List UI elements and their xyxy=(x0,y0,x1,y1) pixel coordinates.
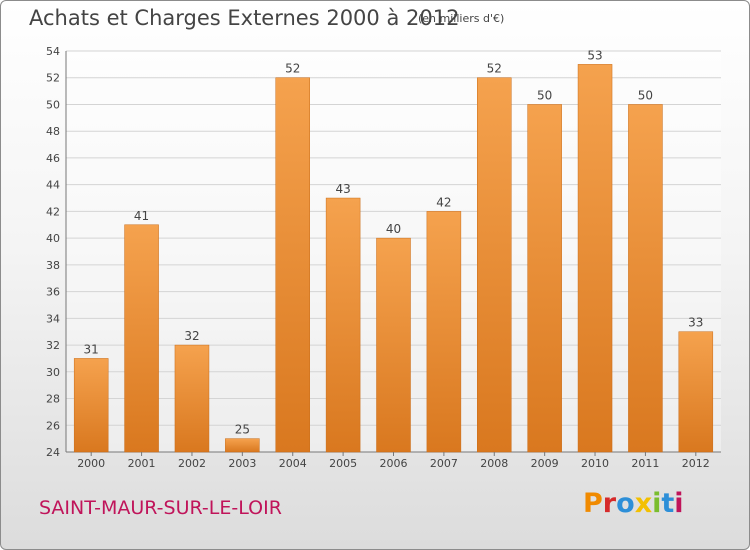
y-tick-label: 28 xyxy=(46,393,60,406)
x-tick-label: 2006 xyxy=(380,457,408,470)
bar-value-label: 40 xyxy=(386,222,401,236)
y-tick-label: 52 xyxy=(46,72,60,85)
bar-value-label: 52 xyxy=(285,62,300,76)
bar xyxy=(376,237,411,453)
bar-value-label: 25 xyxy=(235,423,250,437)
bar-value-label: 42 xyxy=(436,195,451,209)
brand-letter: i xyxy=(674,488,684,519)
brand-letter: r xyxy=(602,488,617,519)
bar-value-label: 32 xyxy=(184,329,199,343)
x-tick-label: 2010 xyxy=(581,457,609,470)
x-tick-label: 2005 xyxy=(329,457,357,470)
bar xyxy=(477,77,512,453)
brand-letter: o xyxy=(616,488,635,519)
brand-letter: i xyxy=(652,488,662,519)
x-tick-label: 2008 xyxy=(480,457,508,470)
y-tick-label: 54 xyxy=(46,45,60,58)
bar xyxy=(275,77,310,453)
bar-value-label: 31 xyxy=(84,342,99,356)
commune-name: SAINT-MAUR-SUR-LE-LOIR xyxy=(39,497,282,519)
y-tick-label: 36 xyxy=(46,286,60,299)
proxiti-logo[interactable]: Proxiti xyxy=(583,488,684,519)
x-tick-label: 2004 xyxy=(279,457,307,470)
bar-value-label: 43 xyxy=(335,182,350,196)
y-tick-label: 34 xyxy=(46,312,60,325)
bar xyxy=(527,104,562,453)
brand-letter: P xyxy=(583,488,603,519)
bar xyxy=(225,438,260,453)
x-tick-label: 2007 xyxy=(430,457,458,470)
bar-value-label: 50 xyxy=(537,88,552,102)
bar-value-label: 33 xyxy=(688,316,703,330)
x-tick-label: 2000 xyxy=(77,457,105,470)
x-tick-label: 2002 xyxy=(178,457,206,470)
bar-value-label: 41 xyxy=(134,209,149,223)
bar xyxy=(174,344,210,453)
brand-letter: x xyxy=(634,488,653,519)
y-tick-label: 44 xyxy=(46,179,60,192)
bar xyxy=(577,64,613,453)
bar xyxy=(628,104,663,453)
y-tick-label: 30 xyxy=(46,366,60,379)
bar-value-label: 53 xyxy=(587,48,602,62)
bar xyxy=(325,197,361,453)
x-tick-label: 2001 xyxy=(128,457,156,470)
y-tick-label: 32 xyxy=(46,339,60,352)
bar xyxy=(426,211,462,453)
x-tick-label: 2009 xyxy=(531,457,559,470)
bar xyxy=(124,224,159,453)
x-tick-label: 2011 xyxy=(631,457,659,470)
bar-value-label: 50 xyxy=(638,88,653,102)
bar-value-label: 52 xyxy=(487,62,502,76)
y-tick-label: 24 xyxy=(46,446,60,459)
x-tick-label: 2012 xyxy=(682,457,710,470)
y-tick-label: 38 xyxy=(46,259,60,272)
brand-letter: t xyxy=(661,488,675,519)
x-tick-label: 2003 xyxy=(228,457,256,470)
y-tick-label: 40 xyxy=(46,232,60,245)
chart-title: Achats et Charges Externes 2000 à 2012 xyxy=(29,6,460,30)
bar xyxy=(678,331,714,453)
y-tick-label: 46 xyxy=(46,152,60,165)
bar xyxy=(73,358,109,453)
y-tick-label: 26 xyxy=(46,419,60,432)
y-tick-label: 48 xyxy=(46,125,60,138)
chart-subtitle: (en milliers d'€) xyxy=(418,12,505,25)
y-tick-label: 50 xyxy=(46,98,60,111)
y-tick-label: 42 xyxy=(46,205,60,218)
